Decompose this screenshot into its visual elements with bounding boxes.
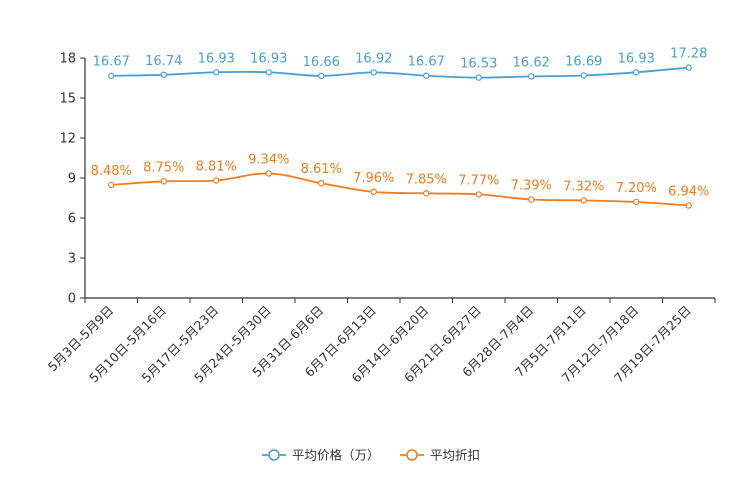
legend-marker xyxy=(406,449,418,461)
data-label: 7.85% xyxy=(406,172,447,187)
data-label: 16.93 xyxy=(618,51,655,66)
data-point xyxy=(423,190,430,197)
data-point xyxy=(108,72,115,79)
series-layer: 16.67 16.74 16.93 16.93 16.66 16.92 16.67 16.53… xyxy=(91,47,709,209)
data-point xyxy=(475,74,482,81)
legend-label: 平均价格（万） xyxy=(292,448,380,463)
data-point xyxy=(633,198,640,206)
data-label: 8.75% xyxy=(143,160,184,175)
data-label: 16.53 xyxy=(460,57,497,72)
data-point xyxy=(108,181,115,189)
series-0: 16.67 16.74 16.93 16.93 16.66 16.92 16.67 16.53… xyxy=(93,47,707,81)
data-label: 8.48% xyxy=(91,164,132,179)
data-label: 7.96% xyxy=(353,171,394,186)
y-tick-label: 3 xyxy=(68,252,76,267)
data-point xyxy=(213,177,220,184)
data-point xyxy=(265,170,272,177)
data-label: 8.81% xyxy=(196,160,237,175)
data-point xyxy=(370,69,377,76)
data-point xyxy=(528,196,535,203)
legend-marker xyxy=(268,449,280,461)
legend-label: 平均折扣 xyxy=(430,448,480,463)
data-point xyxy=(423,72,430,79)
series-line xyxy=(111,172,689,207)
data-point xyxy=(475,191,482,198)
data-point xyxy=(318,72,325,80)
data-label: 16.67 xyxy=(408,55,445,70)
data-label: 7.32% xyxy=(563,179,604,194)
data-point xyxy=(370,188,377,196)
data-label: 7.20% xyxy=(616,181,657,196)
data-point xyxy=(580,197,587,204)
legend-item-1: 平均折扣 xyxy=(400,448,480,463)
data-label: 7.39% xyxy=(511,178,552,193)
data-label: 7.77% xyxy=(458,173,499,188)
data-label: 16.93 xyxy=(198,51,235,66)
axes: 03691215185月3日-5月9日5月10日-5月16日5月17日-5月23… xyxy=(45,52,716,386)
data-label: 16.69 xyxy=(565,54,602,69)
data-point xyxy=(528,73,535,80)
y-tick-label: 9 xyxy=(68,172,76,187)
data-label: 9.34% xyxy=(248,152,289,167)
series-1: 8.48% 8.75% 8.81% 9.34% 8.61% 7.96% 7.85% 7.77%… xyxy=(91,152,709,209)
data-point xyxy=(580,72,587,79)
data-point xyxy=(265,69,272,76)
data-label: 6.94% xyxy=(668,184,709,199)
legend-item-0: 平均价格（万） xyxy=(262,448,380,463)
data-label: 16.93 xyxy=(250,51,287,66)
data-point xyxy=(160,71,167,79)
y-tick-label: 6 xyxy=(68,212,76,227)
series-line xyxy=(111,66,689,79)
y-tick-label: 15 xyxy=(59,92,76,107)
data-point xyxy=(633,69,640,76)
data-label: 16.66 xyxy=(303,55,340,70)
y-tick-label: 18 xyxy=(59,52,76,67)
data-label: 16.67 xyxy=(93,55,130,70)
data-point xyxy=(213,69,220,76)
data-point xyxy=(685,202,692,209)
data-label: 16.92 xyxy=(355,51,392,66)
data-point xyxy=(685,64,692,71)
data-label: 16.62 xyxy=(513,55,550,70)
y-tick-label: 0 xyxy=(68,292,76,307)
data-point xyxy=(160,178,167,185)
data-label: 8.61% xyxy=(301,162,342,177)
data-point xyxy=(318,179,325,187)
y-tick-label: 12 xyxy=(59,132,76,147)
data-label: 16.74 xyxy=(145,54,182,69)
legend: 平均价格（万） 平均折扣 xyxy=(262,448,480,463)
data-label: 17.28 xyxy=(670,47,707,62)
